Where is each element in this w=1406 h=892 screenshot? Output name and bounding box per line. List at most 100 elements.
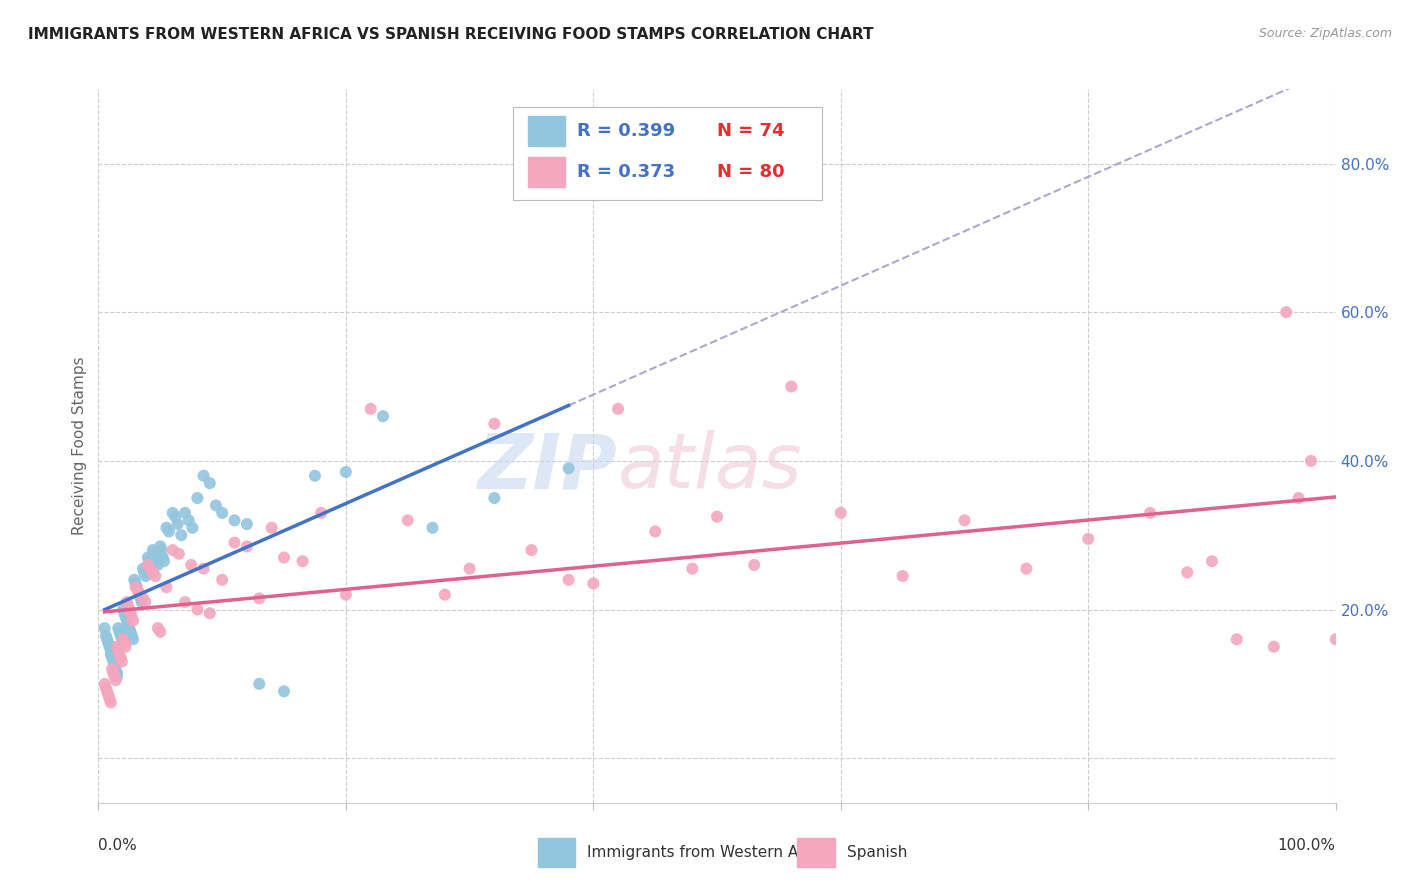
Point bbox=[157, 524, 180, 539]
Point bbox=[557, 573, 579, 587]
Point bbox=[104, 662, 127, 676]
Point bbox=[780, 379, 803, 393]
Point bbox=[103, 658, 125, 673]
Point bbox=[146, 621, 169, 635]
Point bbox=[111, 632, 134, 647]
Point bbox=[1201, 554, 1223, 568]
Point bbox=[132, 562, 155, 576]
Point bbox=[103, 665, 125, 680]
Point bbox=[1275, 305, 1298, 319]
Point bbox=[1324, 632, 1347, 647]
Point bbox=[114, 610, 136, 624]
Point bbox=[162, 543, 184, 558]
Text: IMMIGRANTS FROM WESTERN AFRICA VS SPANISH RECEIVING FOOD STAMPS CORRELATION CHAR: IMMIGRANTS FROM WESTERN AFRICA VS SPANIS… bbox=[28, 27, 873, 42]
Point bbox=[98, 691, 121, 706]
Point bbox=[557, 461, 579, 475]
Point bbox=[260, 521, 283, 535]
Point bbox=[94, 628, 117, 642]
Point bbox=[100, 696, 122, 710]
Point bbox=[136, 550, 159, 565]
Point bbox=[108, 647, 131, 661]
Point bbox=[742, 558, 765, 572]
Point bbox=[484, 491, 506, 505]
Point bbox=[129, 588, 152, 602]
Point bbox=[149, 624, 172, 639]
Text: R = 0.373: R = 0.373 bbox=[578, 163, 675, 181]
Point bbox=[97, 636, 120, 650]
Point bbox=[136, 558, 159, 572]
Point bbox=[101, 662, 124, 676]
Point bbox=[198, 607, 221, 621]
Point bbox=[139, 558, 162, 572]
Point bbox=[1015, 562, 1038, 576]
Point bbox=[309, 506, 332, 520]
Point bbox=[371, 409, 394, 424]
Point bbox=[152, 550, 174, 565]
Point bbox=[129, 591, 152, 606]
Point bbox=[205, 499, 228, 513]
Y-axis label: Receiving Food Stamps: Receiving Food Stamps bbox=[72, 357, 87, 535]
Bar bbox=[797, 838, 835, 867]
Point bbox=[143, 550, 166, 565]
Point bbox=[107, 621, 129, 635]
Point bbox=[186, 491, 208, 505]
Point bbox=[132, 591, 155, 606]
Point bbox=[891, 569, 914, 583]
Point bbox=[174, 506, 197, 520]
Text: Source: ZipAtlas.com: Source: ZipAtlas.com bbox=[1258, 27, 1392, 40]
Text: N = 80: N = 80 bbox=[717, 163, 785, 181]
Point bbox=[520, 543, 543, 558]
Point bbox=[127, 583, 149, 598]
Point bbox=[360, 401, 382, 416]
Point bbox=[128, 588, 150, 602]
Text: N = 74: N = 74 bbox=[717, 122, 785, 140]
Point bbox=[145, 554, 167, 568]
Point bbox=[607, 401, 630, 416]
Text: Immigrants from Western Africa: Immigrants from Western Africa bbox=[588, 846, 832, 860]
Point bbox=[198, 476, 221, 491]
Point bbox=[124, 576, 146, 591]
Point bbox=[706, 509, 728, 524]
Point bbox=[170, 528, 193, 542]
Point bbox=[174, 595, 197, 609]
Point bbox=[211, 573, 233, 587]
Point bbox=[155, 521, 177, 535]
Point bbox=[125, 580, 148, 594]
Point bbox=[146, 558, 169, 572]
Point bbox=[96, 684, 118, 698]
Point bbox=[458, 562, 481, 576]
Point bbox=[193, 468, 215, 483]
Point bbox=[134, 595, 156, 609]
Text: R = 0.399: R = 0.399 bbox=[578, 122, 675, 140]
Point bbox=[484, 417, 506, 431]
Point bbox=[112, 636, 135, 650]
Text: 0.0%: 0.0% bbox=[98, 838, 138, 854]
Point bbox=[153, 554, 176, 568]
Point bbox=[121, 628, 143, 642]
Point bbox=[112, 607, 135, 621]
Point bbox=[1077, 532, 1099, 546]
Point bbox=[644, 524, 666, 539]
Point bbox=[181, 521, 204, 535]
Point bbox=[335, 588, 357, 602]
Point bbox=[830, 506, 852, 520]
Text: 100.0%: 100.0% bbox=[1278, 838, 1336, 854]
Bar bbox=[537, 838, 575, 867]
Point bbox=[273, 550, 295, 565]
Point bbox=[110, 628, 132, 642]
Point bbox=[124, 580, 146, 594]
Point bbox=[107, 643, 129, 657]
Point bbox=[103, 655, 125, 669]
Point bbox=[291, 554, 314, 568]
Point bbox=[304, 468, 326, 483]
Point bbox=[112, 636, 135, 650]
Point bbox=[139, 562, 162, 576]
Point bbox=[115, 614, 138, 628]
Point bbox=[1139, 506, 1161, 520]
Point bbox=[1299, 454, 1322, 468]
Point bbox=[142, 566, 165, 580]
Point bbox=[98, 640, 121, 654]
Point bbox=[433, 588, 456, 602]
Text: Spanish: Spanish bbox=[846, 846, 907, 860]
Point bbox=[117, 599, 139, 613]
